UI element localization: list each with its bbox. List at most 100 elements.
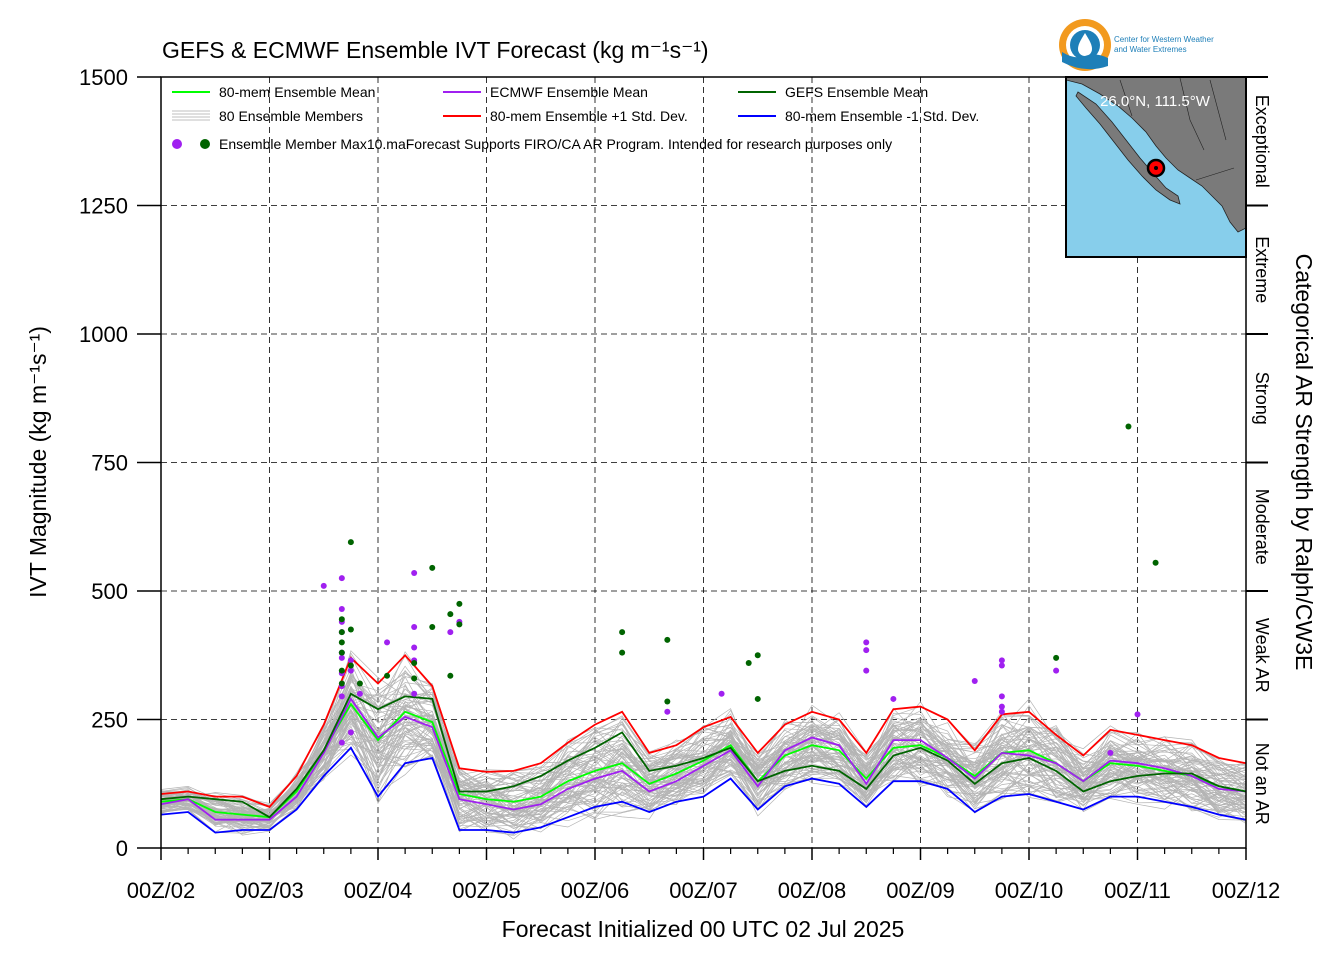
member-max-point xyxy=(384,672,391,679)
member-max-point xyxy=(411,659,418,666)
x-tick-label: 00Z/08 xyxy=(778,878,847,903)
member-max-point xyxy=(664,698,671,705)
member-max-point xyxy=(347,667,354,674)
member-max-point xyxy=(1053,654,1060,661)
y-tick-label: 1000 xyxy=(79,322,128,347)
member-max-point xyxy=(347,657,354,664)
water-drop-icon xyxy=(1078,33,1092,56)
x-tick-label: 00Z/11 xyxy=(1104,878,1171,903)
member-max-point xyxy=(338,693,345,700)
y-tick-label: 0 xyxy=(116,836,128,861)
category-band-label: Strong xyxy=(1252,372,1272,425)
category-band-label: Extreme xyxy=(1252,236,1272,303)
member-max-point xyxy=(754,695,761,702)
member-max-point xyxy=(347,662,354,669)
member-max-point xyxy=(338,649,345,656)
ensemble-member-line xyxy=(160,692,1247,815)
inset-map: 26.0°N, 111.5°W xyxy=(1065,76,1247,258)
category-band-label: Not an AR xyxy=(1252,743,1272,825)
ensemble-member-line xyxy=(160,718,1247,830)
series-line xyxy=(160,653,1247,808)
member-max-point xyxy=(745,659,752,666)
y-tick-label: 250 xyxy=(91,708,128,733)
member-max-point xyxy=(998,708,1005,715)
member-max-point xyxy=(356,680,363,687)
member-max-point xyxy=(664,636,671,643)
member-max-point xyxy=(338,680,345,687)
member-max-point xyxy=(338,575,345,582)
member-max-point xyxy=(338,605,345,612)
x-tick-label: 00Z/05 xyxy=(452,878,521,903)
member-max-point xyxy=(998,662,1005,669)
member-max-point xyxy=(338,654,345,661)
x-tick-label: 00Z/09 xyxy=(886,878,955,903)
member-max-point xyxy=(320,582,327,589)
member-max-point xyxy=(347,626,354,633)
member-max-point xyxy=(347,729,354,736)
legend-dot-ecmwf xyxy=(172,139,182,149)
series-lines xyxy=(160,653,1247,834)
member-max-point xyxy=(447,611,454,618)
ar-category-axis: Not an AR Weak AR Moderate Strong Extreme Exc… xyxy=(1246,76,1272,825)
member-max-point xyxy=(338,639,345,646)
ensemble-member-line xyxy=(160,700,1247,821)
x-axis-title: Forecast Initialized 00 UTC 02 Jul 2025 xyxy=(502,916,905,942)
member-max-point xyxy=(998,657,1005,664)
logo-line2: and Water Extremes xyxy=(1114,45,1187,54)
member-max-point xyxy=(456,600,463,607)
member-max-point xyxy=(1134,711,1141,718)
legend-members: 80 Ensemble Members xyxy=(219,108,363,124)
series-line xyxy=(160,746,1247,834)
legend-max-marker: Ensemble Member Max xyxy=(219,136,367,152)
x-axis: 00Z/02 00Z/03 00Z/04 00Z/05 00Z/06 00Z/07 00Z/… xyxy=(127,848,1281,903)
member-max-point xyxy=(863,647,870,654)
member-max-point xyxy=(1125,423,1132,430)
legend: 80-mem Ensemble Mean ECMWF Ensemble Mean… xyxy=(172,84,979,152)
legend-minus-sd: 80-mem Ensemble -1 Std. Dev. xyxy=(785,108,979,124)
member-max-point xyxy=(411,570,418,577)
member-max-point xyxy=(619,629,626,636)
category-band-label: Moderate xyxy=(1252,489,1272,565)
member-max-point xyxy=(429,564,436,571)
x-tick-label: 00Z/04 xyxy=(344,878,413,903)
x-tick-label: 00Z/02 xyxy=(127,878,196,903)
legend-ecmwf-mean: ECMWF Ensemble Mean xyxy=(490,84,648,100)
legend-dot-gefs xyxy=(200,139,210,149)
x-tick-label: 00Z/07 xyxy=(669,878,738,903)
member-max-point xyxy=(411,675,418,682)
member-max-point xyxy=(664,708,671,715)
series-line xyxy=(160,697,1247,821)
category-band-label: Exceptional xyxy=(1252,95,1272,188)
member-max-point xyxy=(754,652,761,659)
y-axis: 0 250 500 750 1000 1250 1500 xyxy=(79,65,161,861)
member-max-point xyxy=(1152,559,1159,566)
cw3e-logo: Center for Western Weather and Water Ext… xyxy=(1059,19,1214,71)
member-max-point xyxy=(619,649,626,656)
legend-gefs-mean: GEFS Ensemble Mean xyxy=(785,84,928,100)
member-max-point xyxy=(998,703,1005,710)
chart-title: GEFS & ECMWF Ensemble IVT Forecast (kg m… xyxy=(162,37,709,63)
x-tick-label: 00Z/12 xyxy=(1212,878,1281,903)
member-max-point xyxy=(338,629,345,636)
ensemble-member-line xyxy=(160,680,1247,817)
member-max-point xyxy=(411,690,418,697)
member-max-point xyxy=(338,616,345,623)
ensemble-member-line xyxy=(160,685,1247,819)
member-max-point xyxy=(429,623,436,630)
member-max-point xyxy=(338,667,345,674)
y-tick-label: 1250 xyxy=(79,194,128,219)
inset-land xyxy=(1065,76,1247,233)
legend-mean-all: 80-mem Ensemble Mean xyxy=(219,84,375,100)
member-max-point xyxy=(718,690,725,697)
inset-borders xyxy=(1119,77,1235,181)
ensemble-member-line xyxy=(160,688,1247,822)
ensemble-member-line xyxy=(160,710,1247,829)
svg-text:Ensemble Member Max10.maForeca: Ensemble Member Max10.maForecast Support… xyxy=(219,136,892,152)
series-line xyxy=(160,692,1247,819)
legend-note: 10.maForecast Supports FIRO/CA AR Progra… xyxy=(367,136,892,152)
y-axis-title: IVT Magnitude (kg m⁻¹s⁻¹) xyxy=(25,326,51,598)
member-max-point xyxy=(347,539,354,546)
member-max-point xyxy=(890,695,897,702)
member-max-point xyxy=(338,739,345,746)
member-max-point xyxy=(447,629,454,636)
